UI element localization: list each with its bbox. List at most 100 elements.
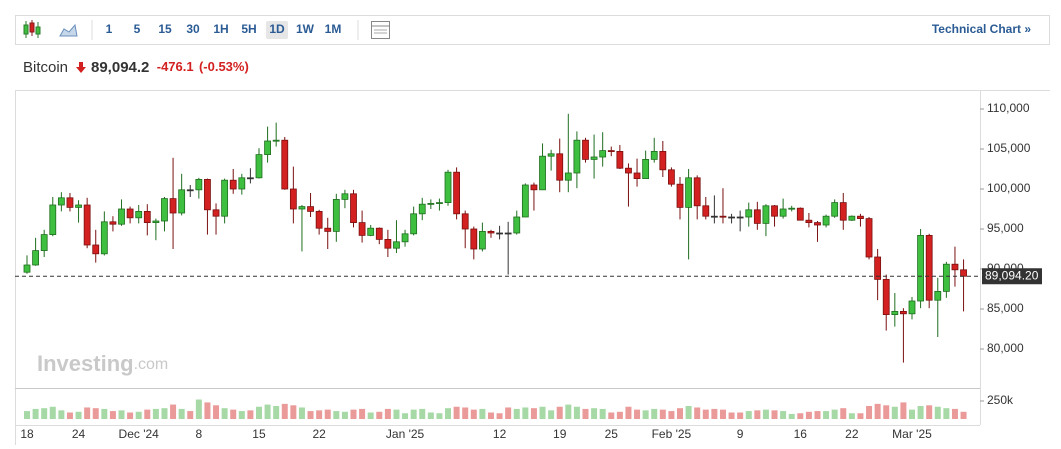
volume-bar xyxy=(316,410,323,419)
volume-bar xyxy=(582,408,589,419)
candle-body xyxy=(668,169,675,185)
candle-body xyxy=(616,150,624,169)
candle-body xyxy=(384,238,392,249)
candle-body xyxy=(573,139,581,174)
candle-body xyxy=(710,215,718,218)
candle-body xyxy=(453,171,461,215)
candle-body xyxy=(702,205,710,217)
candle-body xyxy=(822,215,830,226)
volume-bar xyxy=(823,411,830,419)
candle-body xyxy=(461,213,469,230)
candle-body xyxy=(186,189,194,192)
candle-body xyxy=(289,188,297,210)
price-change-percent: (-0.53%) xyxy=(199,59,249,74)
candlestick-icon[interactable] xyxy=(23,20,41,38)
last-price-label: 89,094.20 xyxy=(985,268,1039,282)
interval-button[interactable]: 5 xyxy=(134,22,141,36)
volume-bar xyxy=(694,407,701,419)
table-icon[interactable] xyxy=(371,21,390,39)
x-tick-label: Jan '25 xyxy=(386,427,425,441)
price-change: -476.1 xyxy=(157,59,194,74)
interval-button[interactable]: 1D xyxy=(269,22,285,36)
candle-body xyxy=(564,172,572,181)
candle-body xyxy=(32,250,39,266)
volume-bar xyxy=(883,405,890,419)
interval-button[interactable]: 15 xyxy=(158,22,172,36)
candle-body xyxy=(882,278,890,315)
volume-bar xyxy=(307,411,314,419)
candle-body xyxy=(607,150,615,153)
volume-bar xyxy=(917,406,924,419)
candle-body xyxy=(848,215,856,221)
candle-body xyxy=(375,227,383,240)
candle-body xyxy=(255,154,263,179)
volume-bar xyxy=(58,410,65,419)
interval-button[interactable]: 1 xyxy=(106,22,113,36)
volume-bar xyxy=(513,408,520,419)
candle-body xyxy=(92,244,100,255)
interval-button[interactable]: 30 xyxy=(186,22,200,36)
last-price-box xyxy=(982,268,1042,285)
candle-body xyxy=(298,206,306,210)
volume-bar xyxy=(659,409,666,419)
candle-body xyxy=(264,140,271,155)
volume-bar xyxy=(780,411,787,419)
candle-body xyxy=(83,204,91,246)
candle-body xyxy=(221,179,229,217)
candle-body xyxy=(642,158,650,179)
candle-body xyxy=(788,207,796,210)
volume-bar xyxy=(195,399,202,419)
technical-chart-link[interactable]: Technical Chart » xyxy=(932,22,1031,36)
candle-body xyxy=(693,177,701,207)
candle-body xyxy=(229,179,237,190)
volume-bar xyxy=(445,408,452,419)
candle-body xyxy=(478,230,486,250)
candle-body xyxy=(444,171,452,203)
candle-body xyxy=(358,222,366,236)
x-tick-label: Mar '25 xyxy=(892,427,932,441)
y-tick-label: 95,000 xyxy=(987,221,1024,235)
candle-body xyxy=(246,177,254,180)
candle-body xyxy=(796,207,804,221)
candle-body xyxy=(135,210,143,219)
candle-body xyxy=(951,263,959,271)
interval-button[interactable]: 1H xyxy=(213,22,228,36)
volume-bar xyxy=(805,411,812,419)
candle-body xyxy=(805,219,813,223)
candle-body xyxy=(470,228,478,250)
candle-body xyxy=(350,193,357,224)
volume-bar xyxy=(728,412,735,419)
volume-bar xyxy=(290,405,297,419)
candle-body xyxy=(521,184,529,218)
candle-body xyxy=(487,230,495,234)
volume-tick-label: 250k xyxy=(987,393,1014,407)
active-interval-bg xyxy=(266,21,288,39)
volume-bar xyxy=(642,410,649,419)
candle-body xyxy=(143,210,151,223)
candle-body xyxy=(161,198,168,222)
candle-body xyxy=(839,202,847,221)
watermark-suffix: .com xyxy=(134,356,169,373)
candle-body xyxy=(57,197,65,206)
candle-body xyxy=(427,202,435,205)
volume-bar xyxy=(797,413,804,419)
volume-bar xyxy=(951,408,958,419)
volume-bar xyxy=(702,409,709,419)
candle-body xyxy=(169,198,177,214)
x-tick-label: 9 xyxy=(737,427,744,441)
interval-button[interactable]: 5H xyxy=(241,22,256,36)
volume-bar xyxy=(359,408,366,419)
volume-bar xyxy=(92,408,99,419)
interval-button[interactable]: 1W xyxy=(296,22,315,36)
volume-bar xyxy=(522,407,529,419)
x-tick-label: 24 xyxy=(72,427,86,441)
area-chart-icon[interactable] xyxy=(59,23,78,37)
volume-bar xyxy=(213,405,220,419)
interval-button[interactable]: 1M xyxy=(325,22,342,36)
volume-bar xyxy=(926,405,933,419)
candle-body xyxy=(530,184,538,191)
candle-body xyxy=(779,208,787,217)
volume-bar xyxy=(573,406,580,419)
candle-body xyxy=(917,234,924,302)
candle-body xyxy=(341,193,349,200)
